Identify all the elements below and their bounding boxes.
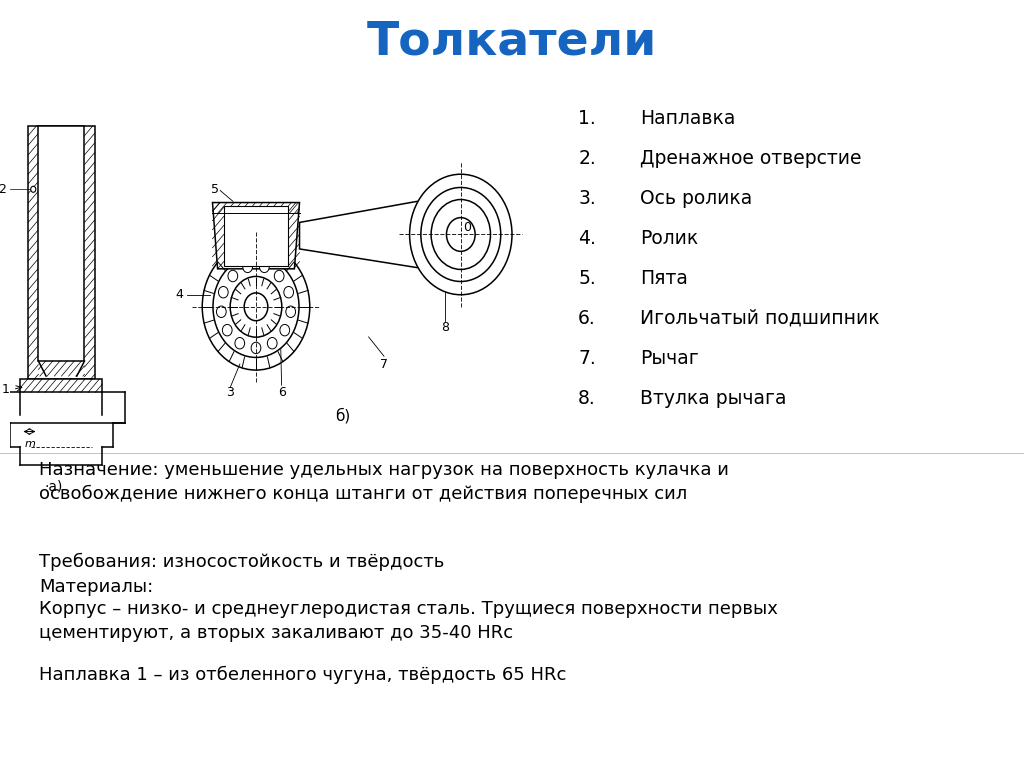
Circle shape (251, 342, 261, 354)
Circle shape (216, 306, 226, 318)
Text: 4: 4 (175, 288, 183, 301)
Text: Пята: Пята (640, 269, 688, 288)
Circle shape (267, 337, 278, 349)
Text: 8.: 8. (579, 389, 596, 407)
Text: Требования: износостойкость и твёрдость: Требования: износостойкость и твёрдость (39, 552, 444, 571)
Text: 3.: 3. (579, 189, 596, 208)
Text: Наплавка 1 – из отбеленного чугуна, твёрдость 65 HRc: Наплавка 1 – из отбеленного чугуна, твёр… (39, 666, 566, 684)
Text: 6.: 6. (579, 309, 596, 328)
Text: 5.: 5. (579, 269, 596, 288)
Circle shape (274, 270, 284, 281)
Text: 3: 3 (226, 387, 234, 400)
Circle shape (410, 174, 512, 295)
Text: 8: 8 (441, 321, 450, 334)
Circle shape (234, 337, 245, 349)
Bar (224, 206, 289, 266)
Bar (28, 126, 94, 379)
Circle shape (446, 218, 475, 252)
Polygon shape (213, 202, 299, 269)
Text: 4.: 4. (579, 229, 596, 248)
Circle shape (284, 287, 294, 298)
Text: Материалы:: Материалы: (39, 578, 154, 596)
Circle shape (230, 276, 282, 337)
Text: 1.: 1. (579, 110, 596, 128)
Circle shape (243, 261, 253, 272)
Text: 1: 1 (1, 383, 9, 396)
Circle shape (280, 324, 290, 336)
Circle shape (286, 306, 296, 318)
Text: 6: 6 (278, 387, 286, 400)
Bar (39, 126, 85, 361)
Circle shape (244, 293, 268, 321)
Text: 7.: 7. (579, 349, 596, 367)
Text: Наплавка: Наплавка (640, 110, 735, 128)
Text: Ролик: Ролик (640, 229, 698, 248)
Text: 5: 5 (211, 183, 219, 196)
Circle shape (203, 244, 309, 370)
Circle shape (431, 199, 490, 269)
Polygon shape (299, 202, 469, 268)
Text: Рычаг: Рычаг (640, 349, 698, 367)
Text: Толкатели: Толкатели (367, 20, 657, 64)
Text: Втулка рычага: Втулка рычага (640, 389, 786, 407)
Text: Ось ролика: Ось ролика (640, 189, 753, 208)
Circle shape (228, 270, 238, 281)
Text: 2.: 2. (579, 150, 596, 168)
Circle shape (222, 324, 232, 336)
Circle shape (218, 287, 228, 298)
Bar (20, 379, 102, 393)
Text: 0: 0 (463, 221, 471, 234)
Circle shape (31, 186, 36, 193)
Circle shape (259, 261, 269, 272)
Text: m: m (25, 439, 35, 449)
Text: Дренажное отверстие: Дренажное отверстие (640, 150, 861, 168)
Circle shape (213, 256, 299, 357)
Text: 7: 7 (380, 357, 388, 370)
Text: 2: 2 (0, 183, 6, 196)
Text: ·а): ·а) (45, 480, 62, 494)
Text: Корпус – низко- и среднеуглеродистая сталь. Трущиеся поверхности первых
цементир: Корпус – низко- и среднеуглеродистая ста… (39, 601, 778, 642)
Circle shape (421, 187, 501, 281)
Text: Игольчатый подшипник: Игольчатый подшипник (640, 309, 880, 328)
Text: б): б) (336, 407, 350, 423)
Text: Назначение: уменьшение удельных нагрузок на поверхность кулачка и
освобождение н: Назначение: уменьшение удельных нагрузок… (39, 461, 729, 502)
